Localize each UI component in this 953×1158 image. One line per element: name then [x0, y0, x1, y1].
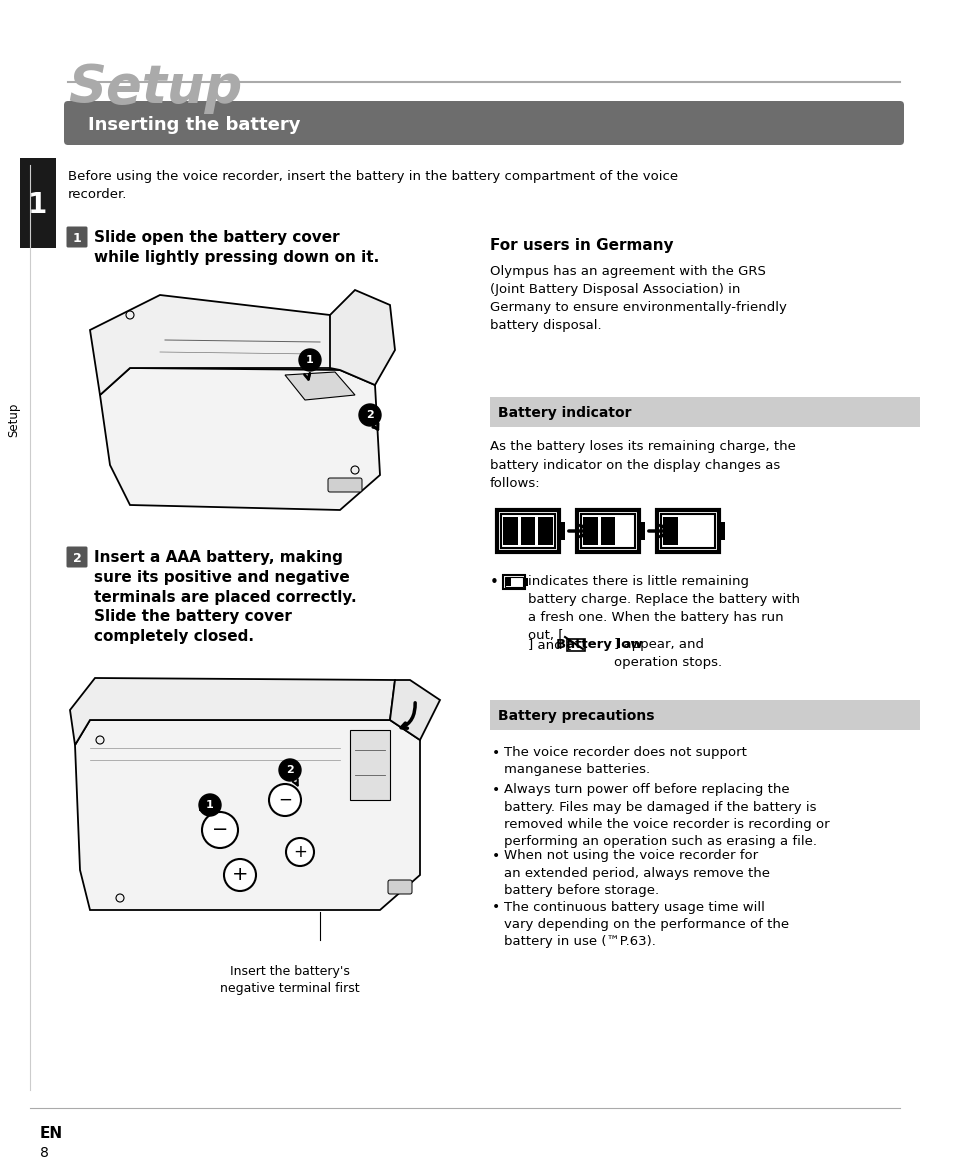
Text: 1: 1	[29, 191, 48, 219]
Bar	[537, 516, 553, 545]
Text: •: •	[492, 746, 499, 760]
Text: Insert a AAA battery, making
sure its positive and negative
terminals are placed: Insert a AAA battery, making sure its po…	[94, 550, 356, 644]
Text: For users in Germany: For users in Germany	[490, 239, 673, 252]
Bar	[497, 510, 558, 552]
Text: Battery indicator: Battery indicator	[497, 406, 631, 420]
Bar	[490, 699, 919, 730]
Bar	[582, 516, 597, 545]
Bar	[719, 522, 724, 540]
Circle shape	[269, 784, 301, 816]
Polygon shape	[90, 295, 339, 395]
Text: Always turn power off before replacing the
battery. Files may be damaged if the : Always turn power off before replacing t…	[503, 783, 829, 849]
Text: +: +	[293, 843, 307, 862]
Text: Setup: Setup	[8, 403, 20, 438]
Text: •: •	[492, 783, 499, 797]
Text: EN: EN	[40, 1126, 63, 1141]
Text: 1: 1	[306, 356, 314, 365]
Polygon shape	[70, 677, 395, 745]
Text: Setup: Setup	[68, 63, 242, 113]
Text: •: •	[490, 576, 498, 589]
Bar	[639, 522, 644, 540]
Text: ] and [: ] and [	[527, 638, 572, 651]
Bar	[566, 639, 584, 651]
Text: •: •	[492, 901, 499, 915]
Text: Olympus has an agreement with the GRS
(Joint Battery Disposal Association) in
Ge: Olympus has an agreement with the GRS (J…	[490, 265, 786, 332]
Polygon shape	[350, 730, 390, 800]
Text: •: •	[492, 849, 499, 863]
Bar	[524, 578, 527, 586]
FancyBboxPatch shape	[328, 478, 361, 492]
Text: Inserting the battery: Inserting the battery	[88, 116, 300, 134]
Text: 2: 2	[366, 410, 374, 420]
Bar	[504, 577, 522, 587]
Bar	[657, 510, 719, 552]
FancyBboxPatch shape	[67, 547, 88, 567]
Text: 8: 8	[40, 1146, 49, 1158]
Polygon shape	[330, 290, 395, 384]
Bar	[577, 510, 639, 552]
FancyBboxPatch shape	[388, 880, 412, 894]
Bar	[502, 576, 524, 589]
Bar	[500, 514, 555, 548]
Bar	[580, 514, 635, 548]
Text: The continuous battery usage time will
vary depending on the performance of the
: The continuous battery usage time will v…	[503, 901, 788, 948]
Bar	[502, 516, 517, 545]
Circle shape	[116, 894, 124, 902]
Text: −: −	[277, 791, 292, 809]
Bar	[505, 578, 510, 586]
Text: 1: 1	[72, 232, 81, 244]
Polygon shape	[390, 680, 439, 740]
Bar	[660, 514, 714, 548]
Text: 1: 1	[206, 800, 213, 809]
Text: As the battery loses its remaining charge, the
battery indicator on the display : As the battery loses its remaining charg…	[490, 440, 795, 490]
Text: +: +	[232, 865, 248, 885]
Circle shape	[199, 794, 221, 816]
Text: Insert the battery's
negative terminal first: Insert the battery's negative terminal f…	[220, 965, 359, 995]
Bar	[558, 522, 564, 540]
Text: indicates there is little remaining
battery charge. Replace the battery with
a f: indicates there is little remaining batt…	[527, 576, 800, 642]
Circle shape	[224, 859, 255, 891]
Text: The voice recorder does not support
manganese batteries.: The voice recorder does not support mang…	[503, 746, 746, 777]
Text: 2: 2	[72, 551, 81, 564]
Circle shape	[96, 736, 104, 743]
Text: When not using the voice recorder for
an extended period, always remove the
batt: When not using the voice recorder for an…	[503, 849, 769, 897]
Circle shape	[286, 838, 314, 866]
Bar	[662, 516, 677, 545]
Circle shape	[126, 312, 133, 318]
Circle shape	[358, 404, 380, 426]
Text: Battery low: Battery low	[556, 638, 642, 651]
Text: Battery precautions: Battery precautions	[497, 709, 654, 723]
Text: −: −	[212, 821, 228, 840]
Polygon shape	[75, 720, 419, 910]
Circle shape	[202, 812, 237, 848]
Bar	[20, 157, 56, 248]
Bar	[490, 397, 919, 427]
Polygon shape	[100, 368, 379, 510]
Circle shape	[351, 466, 358, 474]
Bar	[520, 516, 535, 545]
Circle shape	[278, 758, 301, 780]
Bar	[600, 516, 615, 545]
Text: ] appear, and
operation stops.: ] appear, and operation stops.	[614, 638, 721, 669]
Text: Before using the voice recorder, insert the battery in the battery compartment o: Before using the voice recorder, insert …	[68, 170, 678, 201]
FancyBboxPatch shape	[67, 227, 88, 248]
Polygon shape	[285, 372, 355, 400]
FancyBboxPatch shape	[64, 101, 903, 145]
Circle shape	[298, 349, 320, 371]
Text: Slide open the battery cover
while lightly pressing down on it.: Slide open the battery cover while light…	[94, 230, 379, 265]
Text: 2: 2	[286, 765, 294, 775]
